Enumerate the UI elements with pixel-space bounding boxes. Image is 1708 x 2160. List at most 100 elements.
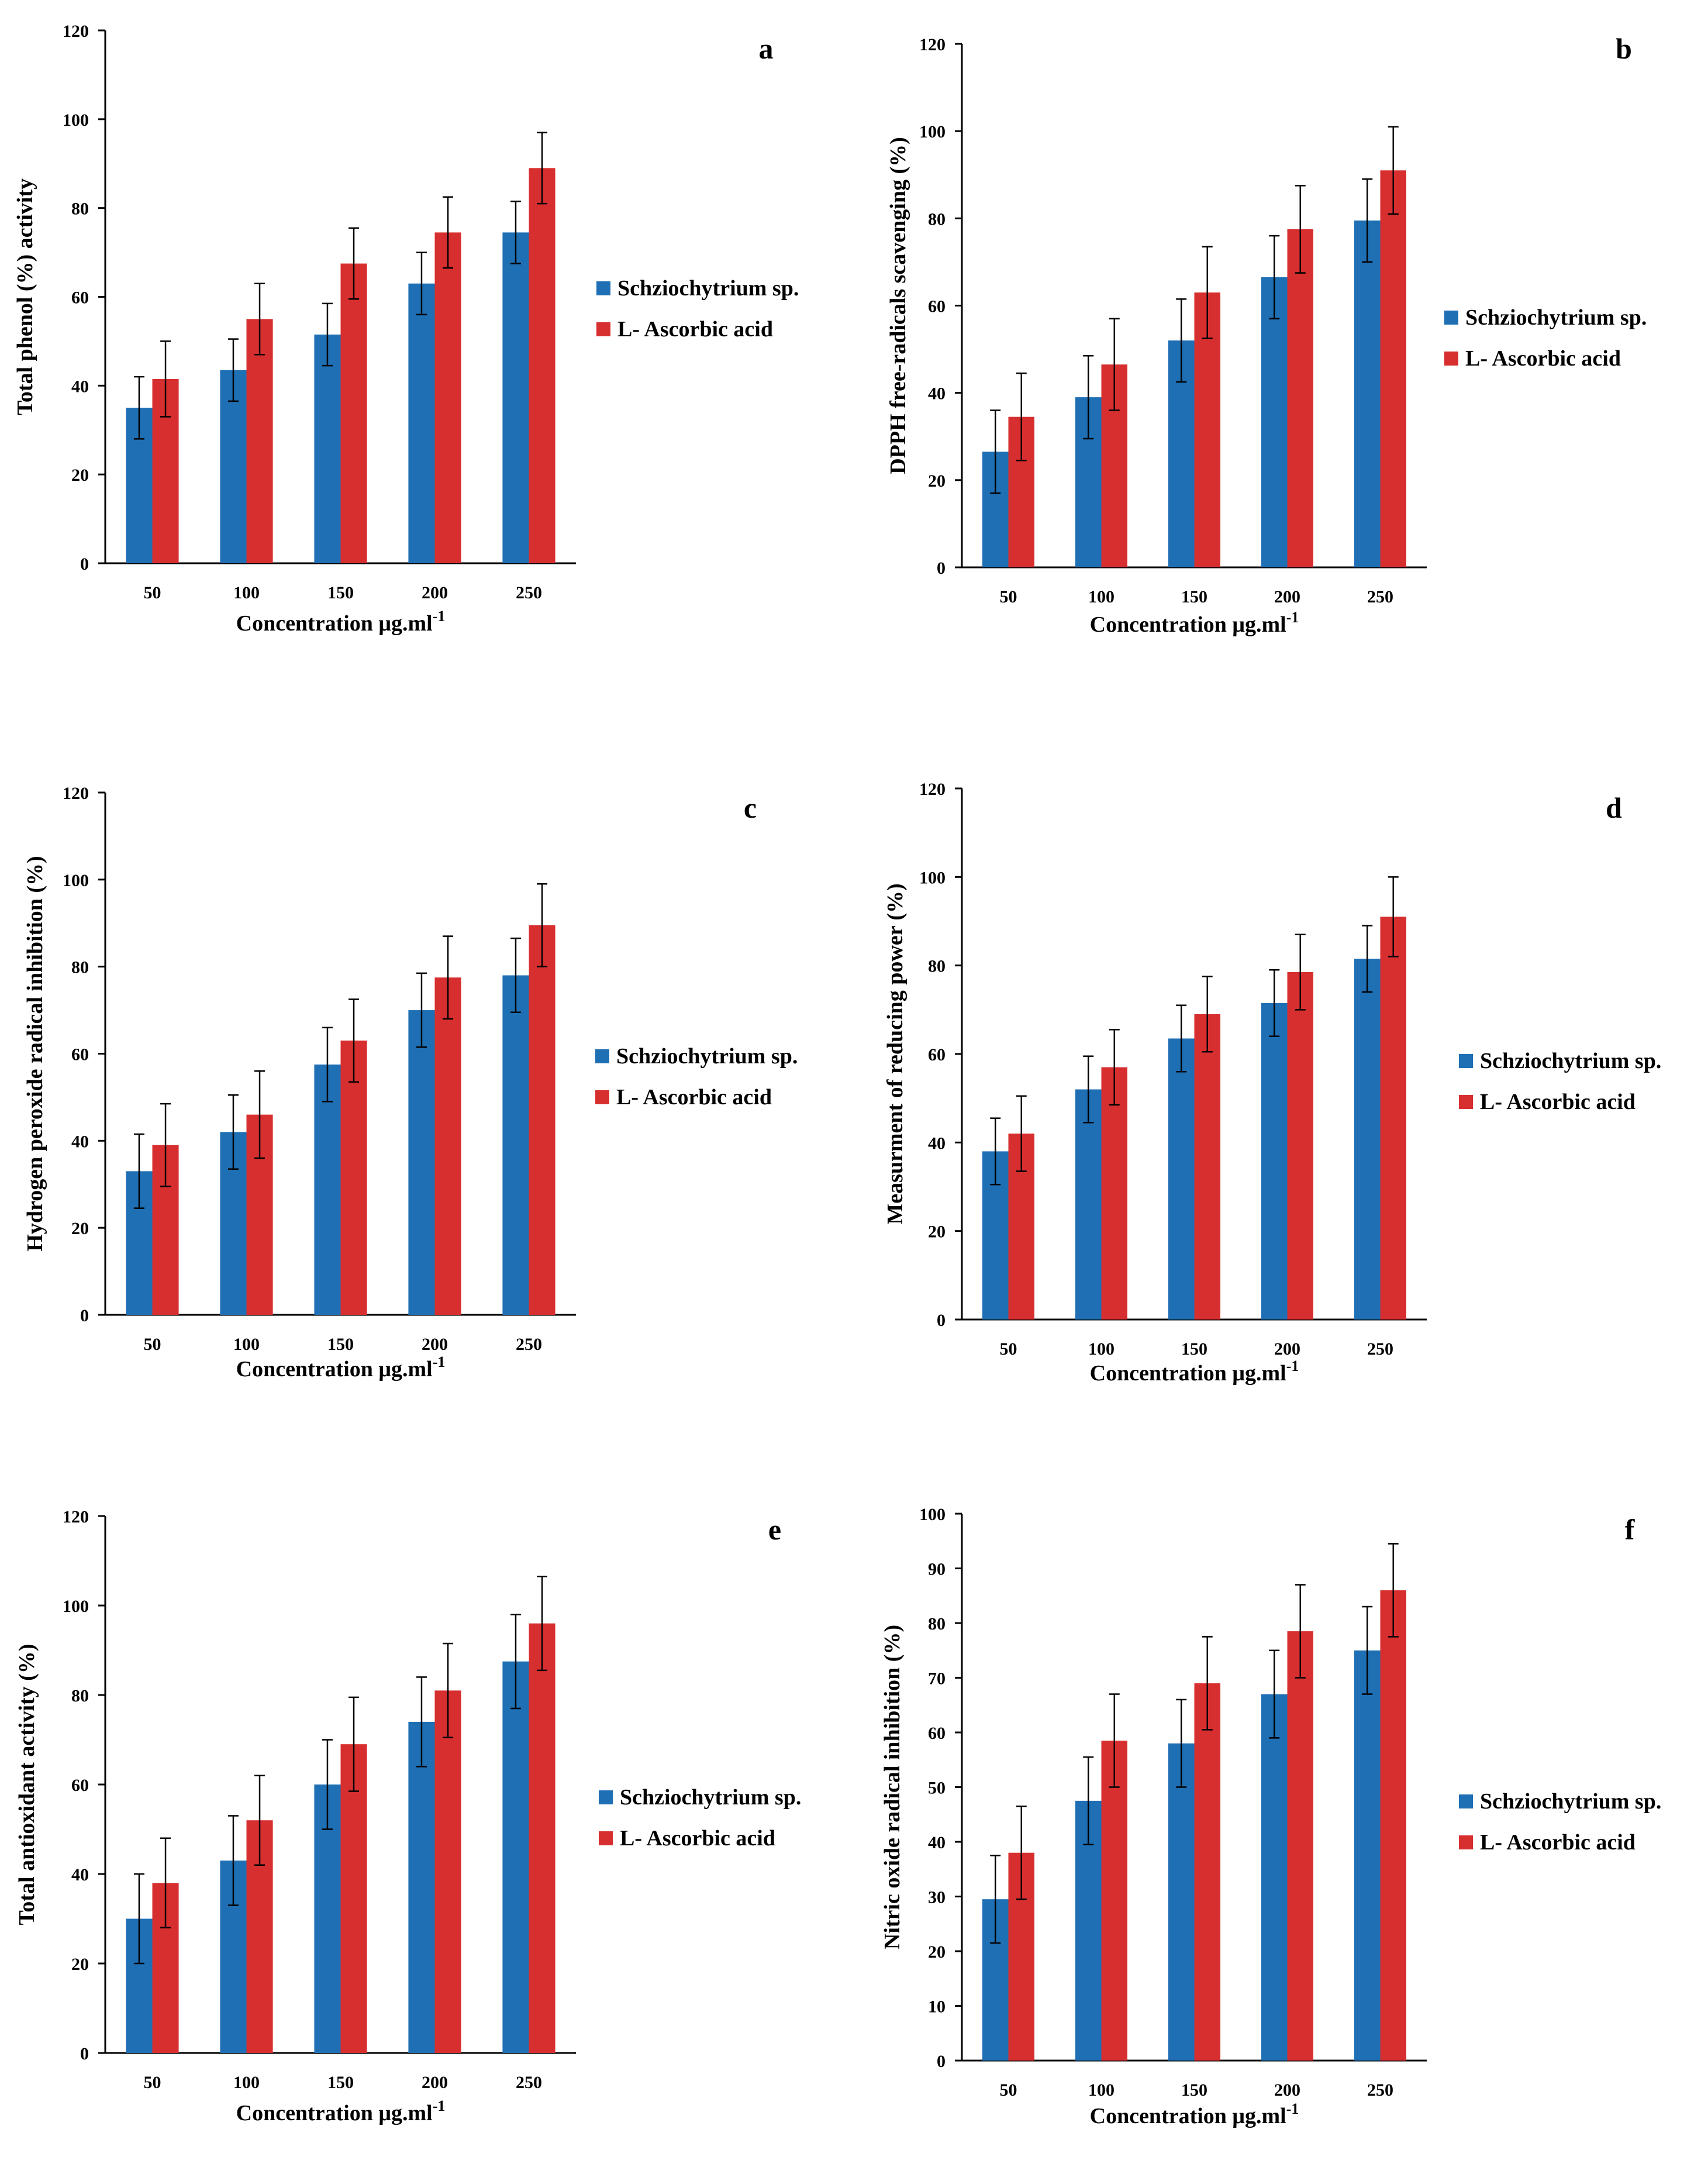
bar-schizo xyxy=(314,335,341,563)
y-tick-label: 30 xyxy=(928,1888,946,1907)
bar-ascorbic xyxy=(1101,1067,1128,1320)
y-tick-label: 0 xyxy=(937,2052,946,2071)
y-tick-label: 80 xyxy=(71,199,89,219)
y-tick-label: 120 xyxy=(63,784,89,803)
panel-letter: d xyxy=(1606,791,1622,824)
bar-ascorbic xyxy=(434,977,461,1315)
x-tick-label: 100 xyxy=(1088,587,1114,607)
y-tick-label: 0 xyxy=(80,2044,89,2063)
bar-schizo xyxy=(502,232,529,563)
y-tick-label: 60 xyxy=(928,1724,946,1743)
legend-label: Schziochytrium sp. xyxy=(1480,1049,1661,1073)
x-tick-label: 50 xyxy=(144,2073,161,2092)
legend-swatch xyxy=(1444,352,1458,366)
y-axis-label: Nitric oxide radical inhibition (%) xyxy=(880,1625,905,1949)
y-tick-label: 0 xyxy=(80,1306,89,1325)
x-tick-label: 100 xyxy=(1088,1339,1114,1359)
y-tick-label: 10 xyxy=(928,1997,946,2017)
bar-ascorbic xyxy=(340,1041,367,1315)
legend-swatch xyxy=(1459,1835,1473,1849)
x-tick-label: 50 xyxy=(1000,587,1017,607)
bar-schizo xyxy=(1354,959,1381,1320)
bar-schizo xyxy=(1354,221,1381,567)
y-tick-label: 120 xyxy=(63,1507,89,1527)
y-tick-label: 100 xyxy=(63,871,89,890)
y-tick-label: 80 xyxy=(928,1614,946,1634)
bar-ascorbic xyxy=(1101,1741,1128,2061)
x-tick-label: 200 xyxy=(422,583,448,602)
chart-panel-f: 0 10 20 30 40 50 60 70 80 90 100 50 100 150 200 250 Conc… xyxy=(880,1505,1661,2128)
y-tick-label: 80 xyxy=(928,957,946,976)
bar-ascorbic xyxy=(1194,1014,1221,1320)
bar-schizo xyxy=(314,1065,341,1315)
y-tick-label: 60 xyxy=(928,1045,946,1065)
bar-ascorbic xyxy=(434,1690,461,2053)
legend-label: Schziochytrium sp. xyxy=(1480,1789,1661,1814)
x-tick-label: 250 xyxy=(516,2073,542,2092)
y-tick-label: 60 xyxy=(928,297,946,316)
x-tick-label: 100 xyxy=(233,2073,260,2092)
y-tick-label: 90 xyxy=(928,1560,946,1579)
chart-panel-a: 0 20 40 60 80 100 120 50 100 150 200 250 Concentrati… xyxy=(13,22,799,636)
legend-label: Schziochytrium sp. xyxy=(620,1785,801,1810)
y-tick-label: 20 xyxy=(928,1942,946,1962)
legend-label: Schziochytrium sp. xyxy=(1465,305,1647,330)
bar-ascorbic xyxy=(529,1623,555,2053)
bar-ascorbic xyxy=(434,232,461,563)
legend-label: Schziochytrium sp. xyxy=(616,1044,798,1069)
x-tick-label: 50 xyxy=(144,1335,161,1354)
legend-swatch xyxy=(1459,1095,1473,1109)
x-tick-label: 150 xyxy=(1181,587,1207,607)
y-tick-label: 100 xyxy=(63,111,89,130)
bar-ascorbic xyxy=(1380,170,1407,568)
x-tick-label: 250 xyxy=(516,1335,542,1354)
legend-swatch xyxy=(595,1049,609,1063)
x-tick-label: 250 xyxy=(1367,1339,1393,1359)
legend-label: L- Ascorbic acid xyxy=(1480,1090,1635,1114)
legend-swatch xyxy=(1444,311,1458,325)
bar-schizo xyxy=(1354,1650,1381,2061)
y-tick-label: 120 xyxy=(63,22,89,41)
y-tick-label: 20 xyxy=(71,466,89,485)
y-tick-label: 60 xyxy=(71,1045,89,1065)
y-axis-label: Hydrogen peroxide radical inhibition (%) xyxy=(23,856,47,1251)
legend-label: Schziochytrium sp. xyxy=(617,276,799,301)
x-tick-label: 150 xyxy=(327,2073,354,2092)
bar-schizo xyxy=(1168,1038,1195,1320)
legend-swatch xyxy=(596,322,610,336)
bar-schizo xyxy=(1168,1743,1195,2061)
bar-schizo xyxy=(502,975,529,1315)
y-tick-label: 20 xyxy=(928,471,946,491)
y-tick-label: 100 xyxy=(919,868,946,887)
x-tick-label: 50 xyxy=(1000,2080,1017,2100)
y-tick-label: 80 xyxy=(928,209,946,229)
x-tick-label: 200 xyxy=(1274,587,1300,607)
bar-ascorbic xyxy=(1380,1590,1407,2061)
x-tick-label: 150 xyxy=(327,583,354,602)
bar-ascorbic xyxy=(529,168,555,563)
x-tick-label: 200 xyxy=(422,2073,448,2092)
bar-schizo xyxy=(1261,277,1288,567)
y-tick-label: 40 xyxy=(928,1134,946,1153)
y-tick-label: 70 xyxy=(928,1669,946,1689)
x-axis-label: Concentration μg.ml-1 xyxy=(1090,2100,1299,2128)
y-tick-label: 40 xyxy=(71,1865,89,1885)
bar-ascorbic xyxy=(340,263,367,563)
bar-ascorbic xyxy=(1287,229,1314,568)
bar-schizo xyxy=(408,1010,435,1315)
y-tick-label: 50 xyxy=(928,1779,946,1798)
y-tick-label: 60 xyxy=(71,288,89,308)
legend-label: L- Ascorbic acid xyxy=(1465,346,1621,371)
x-axis-label: Concentration μg.ml-1 xyxy=(1090,609,1299,637)
bar-ascorbic xyxy=(340,1744,367,2053)
x-axis-label: Concentration μg.ml-1 xyxy=(1090,1358,1299,1386)
y-tick-label: 80 xyxy=(71,1686,89,1706)
chart-panel-c: 0 20 40 60 80 100 120 50 100 150 200 250 Concentrati… xyxy=(23,784,798,1382)
x-tick-label: 50 xyxy=(1000,1339,1017,1359)
x-axis-label: Concentration μg.ml-1 xyxy=(236,2097,446,2125)
bar-ascorbic xyxy=(246,319,273,563)
legend-swatch xyxy=(599,1831,613,1845)
chart-panel-b: 0 20 40 60 80 100 120 50 100 150 200 250 Concentrati… xyxy=(886,32,1647,637)
panel-letter: a xyxy=(759,32,774,65)
